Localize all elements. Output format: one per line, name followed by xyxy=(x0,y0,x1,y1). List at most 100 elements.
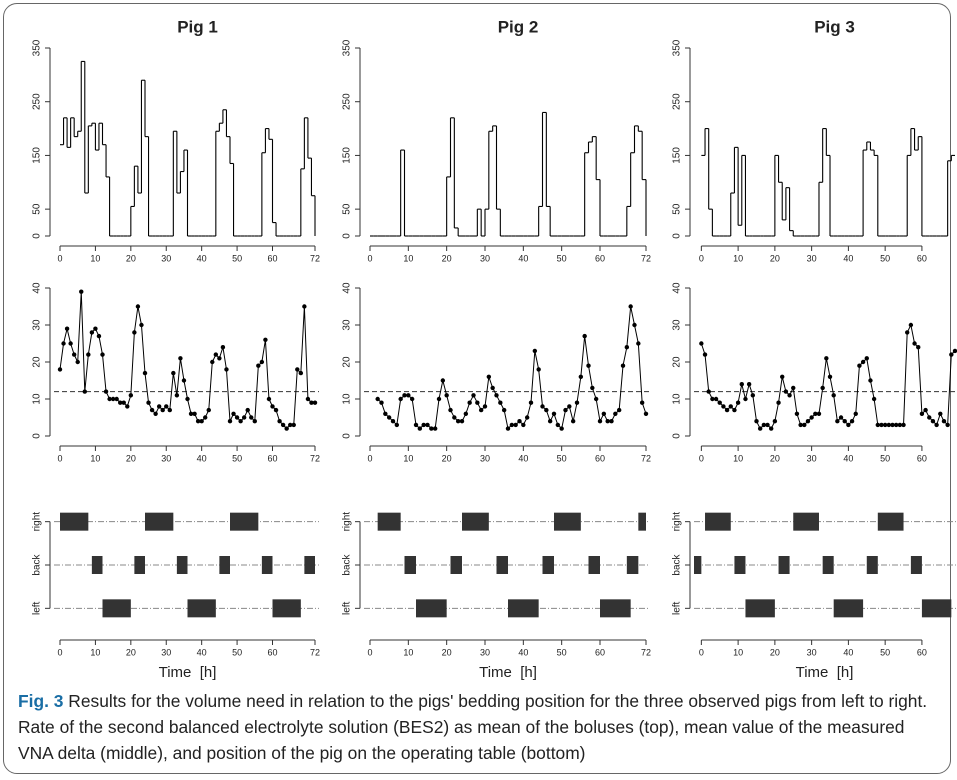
data-point xyxy=(509,422,515,428)
y-tick-label: back xyxy=(32,553,43,575)
data-point xyxy=(305,396,311,402)
x-tick-label: 40 xyxy=(518,647,528,657)
y-tick-label: 0 xyxy=(342,233,353,239)
position-bar xyxy=(261,556,273,574)
x-tick-label: 20 xyxy=(770,453,780,463)
position-bar xyxy=(600,599,631,618)
data-point xyxy=(195,419,201,424)
y-tick-label: 250 xyxy=(672,93,683,110)
x-tick-label: 72 xyxy=(310,647,320,657)
data-point xyxy=(174,393,180,398)
data-point xyxy=(934,422,939,428)
data-point xyxy=(61,341,66,346)
data-point xyxy=(864,356,869,361)
data-point xyxy=(853,411,858,416)
data-point xyxy=(761,422,767,428)
x-tick-label: 10 xyxy=(733,647,743,657)
data-point xyxy=(432,426,438,431)
data-point xyxy=(224,367,229,372)
x-tick-label: 40 xyxy=(518,253,528,263)
x-tick-label: 30 xyxy=(807,253,817,263)
data-point xyxy=(871,396,877,402)
data-point xyxy=(217,356,222,361)
data-point xyxy=(93,326,98,331)
data-point xyxy=(455,419,461,424)
data-point xyxy=(227,419,233,424)
y-tick-label: 30 xyxy=(32,319,43,331)
x-tick-label: 10 xyxy=(403,253,413,263)
data-point xyxy=(75,359,80,365)
data-point xyxy=(210,359,215,365)
x-tick-label: 20 xyxy=(126,453,136,463)
x-axis-title: Time [h] xyxy=(796,664,854,681)
data-point xyxy=(263,337,268,342)
x-tick-label: 72 xyxy=(641,647,651,657)
data-point xyxy=(302,304,307,309)
data-point xyxy=(386,415,392,420)
y-tick-label: 20 xyxy=(32,356,43,368)
data-point xyxy=(417,426,423,431)
data-point xyxy=(291,422,296,428)
data-point xyxy=(846,422,851,428)
x-tick-label: 20 xyxy=(442,253,452,263)
position-bar xyxy=(304,556,315,574)
data-point xyxy=(241,415,247,420)
data-point xyxy=(941,419,947,424)
x-tick-label: 20 xyxy=(126,647,136,657)
x-tick-label: 60 xyxy=(595,453,605,463)
data-point xyxy=(532,348,538,354)
data-point xyxy=(444,393,449,398)
x-tick-label: 40 xyxy=(197,453,207,463)
data-point xyxy=(402,393,407,398)
data-point xyxy=(513,422,518,428)
position-bar xyxy=(377,512,401,531)
data-point xyxy=(868,378,873,383)
data-point xyxy=(609,419,614,424)
data-point xyxy=(471,393,476,398)
position-bar xyxy=(778,556,790,574)
data-point xyxy=(732,407,737,413)
data-point xyxy=(930,419,936,424)
x-axis-title: Time [h] xyxy=(159,664,217,681)
position-bar xyxy=(219,556,230,574)
data-point xyxy=(220,345,226,350)
data-point xyxy=(280,422,286,428)
data-point xyxy=(620,363,626,368)
x-tick-label: 30 xyxy=(480,453,490,463)
data-point xyxy=(64,326,70,331)
data-point xyxy=(100,352,105,357)
y-tick-label: right xyxy=(672,512,683,532)
x-tick-label: 0 xyxy=(699,453,704,463)
x-tick-label: 30 xyxy=(480,253,490,263)
data-point xyxy=(501,407,507,413)
data-point xyxy=(882,422,888,428)
data-point xyxy=(57,367,63,372)
x-tick-label: 60 xyxy=(595,647,605,657)
y-tick-label: 10 xyxy=(32,393,43,405)
data-point xyxy=(780,374,785,379)
x-tick-label: 30 xyxy=(807,453,817,463)
y-tick-label: 0 xyxy=(672,433,683,439)
data-point xyxy=(912,341,917,346)
y-tick-label: 150 xyxy=(672,147,683,164)
x-tick-label: 50 xyxy=(232,453,242,463)
x-tick-label: 20 xyxy=(126,253,136,263)
x-tick-label: 30 xyxy=(161,253,171,263)
x-tick-label: 60 xyxy=(267,453,277,463)
panel-title: Pig 2 xyxy=(498,17,539,36)
y-tick-label: 50 xyxy=(342,203,353,215)
x-tick-label: 72 xyxy=(641,453,651,463)
position-bar xyxy=(793,512,819,531)
data-point xyxy=(284,426,289,431)
data-point xyxy=(949,352,954,357)
data-point xyxy=(475,400,480,405)
position-bar xyxy=(508,599,539,618)
x-tick-label: 10 xyxy=(733,253,743,263)
data-point xyxy=(632,322,637,328)
data-point xyxy=(616,407,622,413)
position-bar xyxy=(230,512,259,531)
data-point xyxy=(128,393,134,398)
x-tick-label: 50 xyxy=(232,647,242,657)
data-point xyxy=(188,411,194,416)
x-tick-label: 40 xyxy=(843,453,853,463)
